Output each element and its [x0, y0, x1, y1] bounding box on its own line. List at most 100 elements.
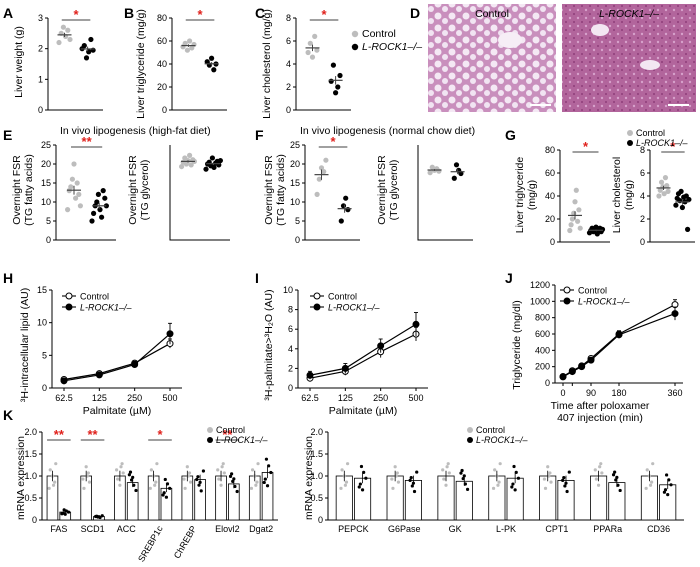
bar-point-K2 — [358, 482, 362, 486]
bar-point-K1 — [249, 486, 254, 490]
vessel — [640, 60, 660, 70]
category-label-K2: PEPCK — [338, 524, 369, 534]
point-E1 — [73, 195, 79, 201]
legend-marker — [627, 140, 633, 146]
ytick-label-J: 0 — [545, 378, 550, 388]
bar-point-K2 — [357, 485, 361, 489]
point-E2 — [217, 157, 223, 164]
ytick-label-G2: 8 — [640, 145, 645, 155]
ytick-label-E1: 15 — [41, 178, 51, 188]
bar-point-K1 — [118, 483, 122, 487]
ytick-label-E1: 25 — [41, 140, 51, 150]
ylabel-G1-line: Liver triglyceride — [514, 157, 526, 234]
bar-point-K2 — [650, 480, 654, 484]
point-F1 — [318, 165, 325, 171]
bar-point-K2 — [510, 485, 514, 489]
bar-K2 — [488, 475, 506, 521]
bar-point-K2 — [362, 470, 366, 474]
sig-star-C: * — [322, 7, 328, 22]
bar-point-K2 — [548, 471, 552, 475]
bar-point-K2 — [343, 483, 347, 487]
line-point-I — [341, 364, 349, 372]
ytick-label-G2: 0 — [640, 237, 645, 247]
bar-point-K1 — [265, 484, 270, 488]
bar-K1 — [248, 475, 261, 521]
point-F1 — [345, 207, 351, 213]
title-E: In vivo lipogenesis (high-fat diet) — [60, 125, 211, 137]
point-B — [184, 47, 190, 53]
bar-point-K1 — [51, 483, 56, 487]
line-point-J — [578, 363, 586, 371]
bar-point-K2 — [666, 493, 670, 497]
bar-K1 — [228, 483, 240, 521]
xlabel-I: Palmitate (µM) — [329, 405, 397, 417]
point-E2 — [211, 164, 217, 171]
axis-F1 — [304, 145, 360, 241]
axis-E2 — [169, 145, 230, 241]
bar-point-K2 — [339, 486, 343, 490]
ytick-label-H: 0 — [42, 383, 47, 393]
bar-point-K2 — [465, 487, 470, 492]
bar-point-K1 — [219, 483, 223, 487]
point-A — [56, 39, 62, 46]
legend-marker — [563, 297, 571, 305]
point-G1 — [599, 226, 606, 232]
bar-point-K1 — [264, 457, 269, 461]
bar-point-K2 — [415, 470, 419, 474]
ylabel-E1: Overnight FSR (TG fatty acids) — [11, 154, 35, 226]
ytick-label-F1: 20 — [290, 159, 300, 169]
ylabel-F2-line: (TG glycerol) — [388, 160, 400, 221]
bar-point-K2 — [511, 482, 515, 486]
bar-point-K2 — [594, 477, 598, 481]
panel-letter-C: C — [255, 5, 265, 21]
bar-point-K1 — [119, 465, 123, 469]
series-line-I — [309, 323, 417, 376]
axis-C — [295, 18, 351, 111]
bar-point-K2 — [393, 465, 397, 469]
ylabel-F1-line: Overnight FSR — [263, 155, 275, 225]
bar-point-K1 — [81, 477, 85, 481]
bar-point-K2 — [408, 478, 412, 482]
ytick-label-J: 1200 — [530, 280, 550, 290]
category-label-K1: Dgat2 — [249, 524, 273, 534]
histology-image-control — [428, 4, 556, 112]
xlabel-H: Palmitate (µM) — [83, 405, 151, 417]
bar-point-K1 — [94, 514, 98, 519]
point-B — [209, 55, 215, 61]
point-G2 — [678, 188, 684, 194]
ytick-label-C: 2 — [286, 82, 291, 92]
legend-marker — [467, 437, 473, 443]
bar-point-K1 — [230, 472, 234, 476]
ytick-label-C: 8 — [286, 13, 291, 23]
point-G1 — [576, 207, 582, 213]
point-A — [81, 43, 87, 49]
point-E1 — [71, 161, 77, 167]
bar-point-K2 — [446, 462, 450, 466]
ylabel-E2: Overnight FSR (TG glycerol) — [127, 155, 151, 225]
bar-point-K1 — [262, 480, 266, 485]
ytick-label-E1: 0 — [46, 235, 51, 245]
bar-point-K1 — [221, 462, 225, 466]
bar-K2 — [539, 475, 557, 521]
bar-point-K2 — [665, 473, 669, 477]
bar-point-K2 — [543, 486, 548, 490]
bar-K1 — [126, 482, 139, 521]
bar-K2 — [437, 475, 455, 521]
point-B — [187, 38, 193, 44]
point-C — [337, 72, 343, 79]
category-label-K2: CD36 — [647, 524, 670, 534]
axis-E1 — [55, 145, 116, 241]
legend-marker — [351, 43, 359, 51]
ytick-label-C: 6 — [286, 36, 291, 46]
ylabel-A: Liver weight (g) — [13, 26, 25, 98]
ytick-label-F1: 25 — [290, 140, 300, 150]
point-G2 — [665, 188, 671, 194]
bar-point-K2 — [648, 483, 653, 487]
ylabel-F1-line: (TG fatty acids) — [275, 154, 287, 226]
bar-point-K1 — [196, 475, 200, 479]
ytick-label-A: 2 — [38, 44, 43, 54]
ytick-label-G2: 6 — [640, 168, 645, 178]
ylabel-E2-line: Overnight FSR — [127, 155, 139, 225]
point-F2 — [436, 168, 442, 174]
bar-point-K1 — [82, 486, 86, 490]
